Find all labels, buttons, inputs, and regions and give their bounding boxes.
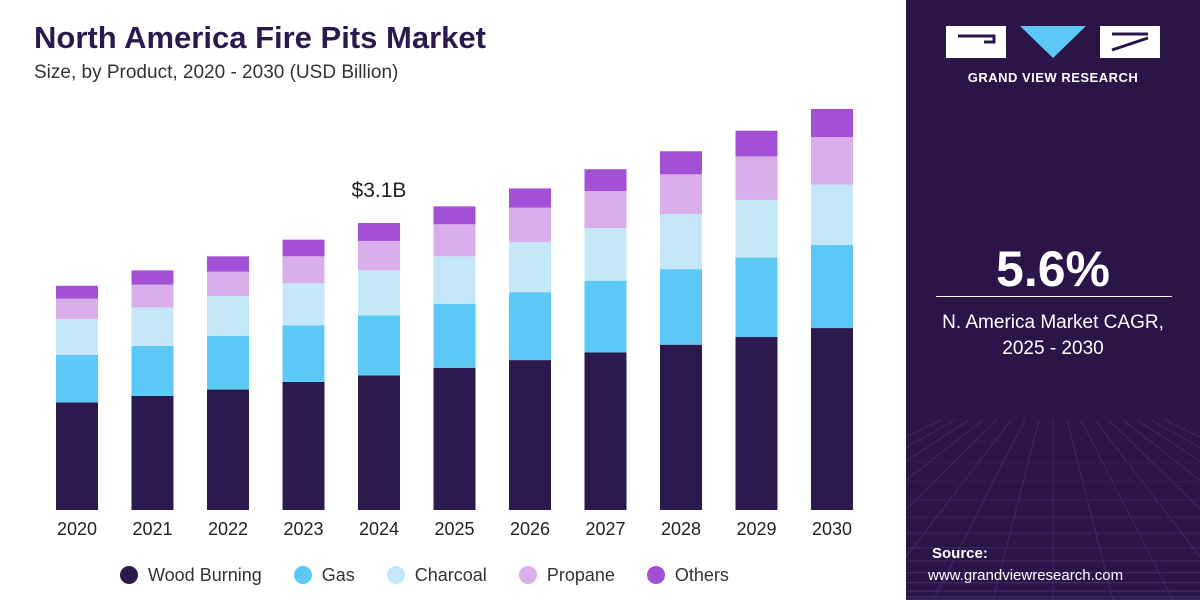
bar-2027-others — [584, 169, 627, 191]
bar-2022-propane — [207, 271, 249, 297]
sidebar-panel: GRAND VIEW RESEARCH 5.6% N. America Mark… — [906, 0, 1200, 600]
bar-2024-gas — [358, 315, 400, 376]
bar-2023-others — [282, 239, 325, 257]
x-tick-label: 2023 — [283, 519, 323, 539]
x-tick-label: 2021 — [132, 519, 172, 539]
legend-label: Gas — [321, 564, 355, 585]
legend-label: Propane — [546, 564, 615, 585]
legend-item-wood-burning: Wood Burning — [120, 565, 262, 586]
chart-legend: Wood Burning Gas Charcoal Propane Others — [120, 563, 761, 587]
bar-2024-wood-burning — [358, 375, 400, 510]
bar-2020-wood-burning — [56, 402, 98, 510]
x-tick-label: 2028 — [661, 519, 701, 539]
bar-2021-others — [131, 270, 174, 285]
grid-decoration — [906, 419, 1200, 600]
cagr-label: N. America Market CAGR, 2025 - 2030 — [906, 310, 1200, 362]
x-tick-label: 2029 — [736, 519, 776, 539]
bar-2026-gas — [509, 292, 551, 361]
bar-2029-others — [735, 130, 778, 157]
bar-2023-gas — [282, 325, 325, 382]
bar-2028-others — [660, 151, 702, 175]
bar-2024-propane — [358, 240, 400, 271]
bar-2029-charcoal — [735, 199, 778, 258]
cagr-label-line2: 2025 - 2030 — [1002, 338, 1104, 359]
bar-2020-charcoal — [56, 319, 98, 355]
bar-2022-charcoal — [207, 296, 249, 336]
bar-2023-wood-burning — [282, 381, 325, 510]
source-link[interactable]: www.grandviewresearch.com — [928, 567, 1124, 584]
bar-2020-others — [56, 285, 98, 299]
bar-2025-wood-burning — [433, 367, 476, 510]
bar-2027-propane — [584, 190, 627, 229]
bar-2025-charcoal — [433, 256, 476, 304]
bar-2030-charcoal — [811, 184, 853, 245]
bar-2024-charcoal — [358, 270, 400, 316]
bar-2022-others — [207, 256, 249, 272]
legend-swatch — [293, 566, 312, 584]
legend-swatch — [120, 566, 138, 584]
bar-2020-gas — [56, 354, 98, 403]
bar-2023-propane — [282, 256, 325, 284]
legend-swatch — [518, 566, 537, 584]
chart-title: North America Fire Pits Market — [34, 20, 486, 55]
brand-name: GRAND VIEW RESEARCH — [967, 70, 1139, 85]
bar-2027-charcoal — [584, 228, 627, 281]
bar-2021-wood-burning — [131, 395, 174, 510]
bar-2021-gas — [131, 346, 174, 396]
bar-2022-wood-burning — [207, 389, 249, 510]
stacked-bar-chart: 2020 2021 2022 2023 2024 $3.1B 2025 2026 2027 202… — [56, 108, 853, 539]
data-label-2024: $3.1B — [352, 179, 407, 202]
legend-item-gas: Gas — [293, 564, 355, 586]
bar-2020-propane — [56, 298, 98, 320]
x-tick-label: 2024 — [359, 519, 399, 539]
x-tick-label: 2030 — [812, 519, 852, 539]
bar-2029-propane — [735, 156, 778, 200]
bar-2027-wood-burning — [584, 352, 627, 510]
chart-subtitle: Size, by Product, 2020 - 2030 (USD Billi… — [34, 62, 399, 83]
bar-2028-propane — [660, 174, 702, 215]
bar-2030-wood-burning — [811, 328, 853, 510]
legend-item-charcoal: Charcoal — [386, 564, 487, 586]
cagr-divider — [936, 296, 1172, 297]
bar-2026-propane — [509, 207, 551, 243]
bar-2026-charcoal — [509, 242, 551, 293]
source-label: Source: — [932, 545, 988, 562]
legend-swatch — [646, 566, 665, 584]
x-tick-label: 2020 — [57, 519, 97, 539]
bar-2025-propane — [433, 224, 476, 257]
bar-2028-gas — [660, 269, 702, 345]
bar-2021-charcoal — [131, 307, 174, 346]
legend-label: Charcoal — [414, 564, 487, 585]
bar-2028-wood-burning — [660, 344, 702, 510]
legend-item-others: Others — [646, 564, 729, 586]
x-tick-label: 2022 — [208, 519, 248, 539]
bar-2025-others — [433, 206, 476, 225]
bar-2022-gas — [207, 335, 249, 390]
logo-icon — [946, 26, 1160, 58]
bar-2026-wood-burning — [509, 360, 551, 510]
cagr-value: 5.6% — [996, 241, 1110, 297]
bar-2029-gas — [735, 257, 778, 338]
x-tick-label: 2025 — [434, 519, 474, 539]
bar-2030-gas — [811, 244, 853, 329]
bar-2028-charcoal — [660, 214, 702, 270]
bar-2026-others — [509, 188, 551, 208]
bar-2023-charcoal — [282, 283, 325, 326]
bar-2030-propane — [811, 137, 853, 185]
bar-2025-gas — [433, 303, 476, 368]
legend-swatch — [386, 566, 405, 584]
bar-2029-wood-burning — [735, 337, 778, 510]
legend-label: Wood Burning — [148, 564, 262, 585]
x-tick-label: 2027 — [585, 519, 625, 539]
bar-2030-others — [811, 108, 853, 138]
legend-label: Others — [674, 564, 729, 585]
bar-2027-gas — [584, 280, 627, 353]
bar-2024-others — [358, 223, 400, 241]
bar-2021-propane — [131, 284, 174, 308]
legend-item-propane: Propane — [518, 564, 615, 586]
x-tick-label: 2026 — [510, 519, 550, 539]
cagr-label-line1: N. America Market CAGR, — [942, 312, 1164, 333]
